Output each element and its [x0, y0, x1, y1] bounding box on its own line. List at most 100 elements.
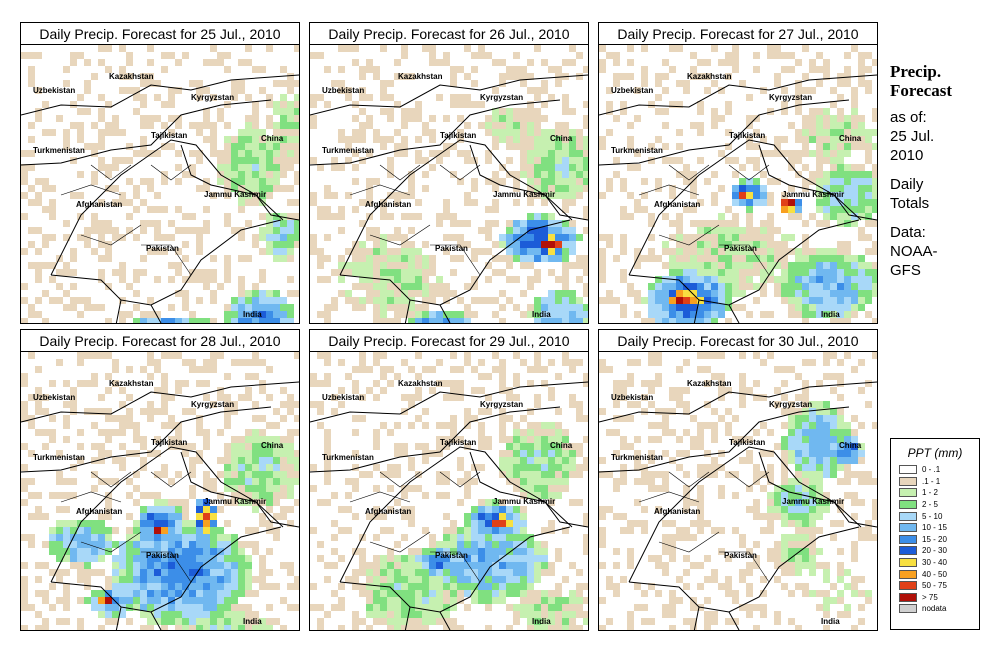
map-label-uzbekistan: Uzbekistan	[611, 86, 653, 95]
map-label-turkmenistan: Turkmenistan	[33, 146, 85, 155]
legend-label: 40 - 50	[922, 569, 947, 579]
legend-swatch	[899, 476, 917, 486]
panel-title: Daily Precip. Forecast for 28 Jul., 2010	[20, 329, 300, 353]
precip-field	[599, 45, 877, 323]
country-boundaries	[599, 381, 877, 630]
legend-swatch	[899, 592, 917, 602]
legend-swatch	[899, 488, 917, 498]
legend-item: 2 - 5	[891, 499, 979, 511]
map-label-uzbekistan: Uzbekistan	[611, 393, 653, 402]
map-label-china: China	[550, 134, 573, 143]
legend-swatch	[899, 546, 917, 556]
legend-label: 30 - 40	[922, 558, 947, 568]
legend-label: 0 - .1	[922, 465, 941, 475]
map-label-india: India	[532, 310, 551, 319]
map-label-kazakhstan: Kazakhstan	[109, 72, 154, 81]
legend-label: 15 - 20	[922, 534, 947, 544]
map-label-china: China	[839, 441, 862, 450]
info-block: Precip. Forecast as of: 25 Jul. 2010 Dai…	[890, 62, 980, 280]
info-heading-line2: Forecast	[890, 81, 952, 100]
forecast-panel-jul26: Daily Precip. Forecast for 26 Jul., 2010…	[309, 22, 589, 324]
map-label-india: India	[821, 310, 840, 319]
legend-item: 30 - 40	[891, 557, 979, 569]
data-label: Data:	[890, 224, 926, 241]
map-label-pakistan: Pakistan	[435, 244, 468, 253]
map-label-china: China	[839, 134, 862, 143]
map-label-kazakhstan: Kazakhstan	[687, 72, 732, 81]
country-boundaries	[21, 381, 299, 630]
legend-item: nodata	[891, 603, 979, 615]
legend-item: 1 - 2	[891, 487, 979, 499]
precip-map: Kazakhstan Uzbekistan Kyrgyzstan Tajikistan…	[20, 351, 300, 631]
map-label-uzbekistan: Uzbekistan	[322, 86, 364, 95]
legend-swatch	[899, 465, 917, 475]
map-label-afghanistan: Afghanistan	[365, 507, 411, 516]
precip-field	[310, 352, 588, 630]
legend-label: 2 - 5	[922, 500, 939, 510]
map-label-afghanistan: Afghanistan	[365, 200, 411, 209]
map-label-tajikistan: Tajikistan	[440, 438, 476, 447]
legend-item: 5 - 10	[891, 510, 979, 522]
panel-title: Daily Precip. Forecast for 30 Jul., 2010	[598, 329, 878, 353]
map-label-afghanistan: Afghanistan	[654, 200, 700, 209]
legend-swatch	[899, 534, 917, 544]
map-label-afghanistan: Afghanistan	[76, 507, 122, 516]
map-label-jammu-kashmir: Jammu Kashmir	[782, 190, 844, 199]
map-label-kyrgyzstan: Kyrgyzstan	[480, 400, 523, 409]
map-label-china: China	[261, 134, 284, 143]
legend-item: 40 - 50	[891, 568, 979, 580]
legend-label: 5 - 10	[922, 511, 943, 521]
precip-field	[599, 352, 877, 630]
map-label-tajikistan: Tajikistan	[151, 131, 187, 140]
forecast-panel-jul28: Daily Precip. Forecast for 28 Jul., 2010…	[20, 329, 300, 631]
precip-field	[21, 45, 299, 323]
map-label-pakistan: Pakistan	[724, 551, 757, 560]
asof-date: 25 Jul.	[890, 128, 935, 145]
panel-title: Daily Precip. Forecast for 25 Jul., 2010	[20, 22, 300, 46]
precip-field	[21, 352, 299, 630]
map-label-uzbekistan: Uzbekistan	[322, 393, 364, 402]
map-label-turkmenistan: Turkmenistan	[611, 453, 663, 462]
map-label-kazakhstan: Kazakhstan	[398, 379, 443, 388]
forecast-panel-jul27: Daily Precip. Forecast for 27 Jul., 2010…	[598, 22, 878, 324]
map-label-turkmenistan: Turkmenistan	[322, 453, 374, 462]
map-label-pakistan: Pakistan	[435, 551, 468, 560]
legend-label: nodata	[922, 604, 947, 614]
map-label-kazakhstan: Kazakhstan	[109, 379, 154, 388]
map-label-kazakhstan: Kazakhstan	[398, 72, 443, 81]
country-boundaries	[599, 74, 877, 323]
forecast-panel-jul29: Daily Precip. Forecast for 29 Jul., 2010…	[309, 329, 589, 631]
map-label-india: India	[532, 617, 551, 626]
asof-label: as of:	[890, 109, 927, 126]
legend-swatch	[899, 604, 917, 614]
map-label-kyrgyzstan: Kyrgyzstan	[769, 400, 812, 409]
map-label-india: India	[243, 617, 262, 626]
map-label-jammu-kashmir: Jammu Kashmir	[493, 190, 555, 199]
map-label-pakistan: Pakistan	[146, 551, 179, 560]
map-label-kyrgyzstan: Kyrgyzstan	[191, 93, 234, 102]
map-label-jammu-kashmir: Jammu Kashmir	[204, 190, 266, 199]
info-heading-line1: Precip.	[890, 62, 942, 81]
precip-map: Kazakhstan Uzbekistan Kyrgyzstan Tajikistan…	[309, 351, 589, 631]
map-label-china: China	[550, 441, 573, 450]
legend-label: 1 - 2	[922, 488, 939, 498]
precip-map: Kazakhstan Uzbekistan Kyrgyzstan Tajikistan…	[20, 44, 300, 324]
map-label-tajikistan: Tajikistan	[729, 131, 765, 140]
daily-label: Daily	[890, 176, 924, 193]
map-label-uzbekistan: Uzbekistan	[33, 393, 75, 402]
legend-label: 20 - 30	[922, 546, 947, 556]
legend-swatch	[899, 558, 917, 568]
legend-swatch	[899, 523, 917, 533]
map-label-jammu-kashmir: Jammu Kashmir	[782, 497, 844, 506]
forecast-panel-jul25: Daily Precip. Forecast for 25 Jul., 2010…	[20, 22, 300, 324]
legend-item: 10 - 15	[891, 522, 979, 534]
legend-item: 50 - 75	[891, 580, 979, 592]
legend-item: 20 - 30	[891, 545, 979, 557]
map-label-uzbekistan: Uzbekistan	[33, 86, 75, 95]
legend-swatch	[899, 500, 917, 510]
legend-label: 50 - 75	[922, 581, 947, 591]
map-label-turkmenistan: Turkmenistan	[33, 453, 85, 462]
asof-year: 2010	[890, 147, 924, 164]
map-label-india: India	[821, 617, 840, 626]
country-boundaries	[21, 74, 299, 323]
